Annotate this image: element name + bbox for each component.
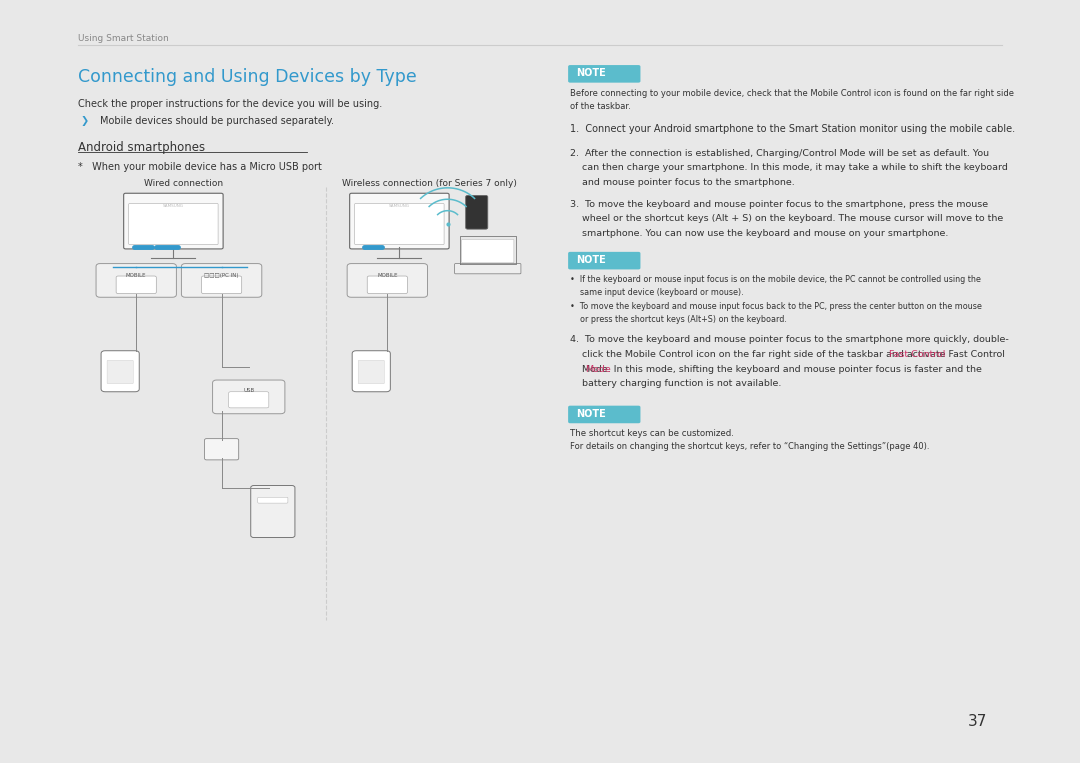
FancyBboxPatch shape [258,497,288,503]
FancyBboxPatch shape [367,276,407,294]
FancyBboxPatch shape [181,263,261,298]
Text: wheel or the shortcut keys (Alt + S) on the keyboard. The mouse cursor will move: wheel or the shortcut keys (Alt + S) on … [570,214,1003,224]
Text: MOBILE: MOBILE [377,273,397,278]
FancyBboxPatch shape [352,351,390,391]
Text: battery charging function is not available.: battery charging function is not availab… [570,379,782,388]
Text: The shortcut keys can be customized.: The shortcut keys can be customized. [570,429,734,438]
Text: or press the shortcut keys (Alt+S) on the keyboard.: or press the shortcut keys (Alt+S) on th… [570,315,787,324]
FancyBboxPatch shape [213,380,285,414]
FancyBboxPatch shape [568,252,640,269]
Text: NOTE: NOTE [576,255,606,265]
FancyBboxPatch shape [229,391,269,408]
FancyBboxPatch shape [354,204,444,244]
FancyBboxPatch shape [251,485,295,537]
Text: *   When your mobile device has a Micro USB port: * When your mobile device has a Micro US… [78,162,322,172]
Text: 3.  To move the keyboard and mouse pointer focus to the smartphone, press the mo: 3. To move the keyboard and mouse pointe… [570,200,988,209]
Text: and mouse pointer focus to the smartphone.: and mouse pointer focus to the smartphon… [570,178,795,187]
FancyBboxPatch shape [107,360,133,384]
FancyBboxPatch shape [204,439,239,460]
Text: Wireless connection (for Series 7 only): Wireless connection (for Series 7 only) [342,179,517,188]
Text: Check the proper instructions for the device you will be using.: Check the proper instructions for the de… [78,99,382,110]
FancyBboxPatch shape [129,204,218,244]
Text: smartphone. You can now use the keyboard and mouse on your smartphone.: smartphone. You can now use the keyboard… [570,229,948,238]
FancyBboxPatch shape [455,263,521,274]
Text: of the taskbar.: of the taskbar. [570,101,631,111]
FancyBboxPatch shape [102,351,139,391]
FancyBboxPatch shape [96,263,176,298]
FancyBboxPatch shape [347,263,428,298]
Text: Mode. In this mode, shifting the keyboard and mouse pointer focus is faster and : Mode. In this mode, shifting the keyboar… [570,365,982,374]
Text: □□□(PC IN): □□□(PC IN) [204,273,239,278]
Text: Wired connection: Wired connection [144,179,222,188]
Text: 1.  Connect your Android smartphone to the Smart Station monitor using the mobil: 1. Connect your Android smartphone to th… [570,124,1015,134]
FancyBboxPatch shape [465,195,488,229]
Text: MOBILE: MOBILE [126,273,147,278]
FancyBboxPatch shape [568,406,640,423]
Text: Mode: Mode [585,365,611,374]
Text: SAMSUNG: SAMSUNG [163,204,184,208]
FancyBboxPatch shape [117,276,157,294]
FancyBboxPatch shape [124,193,224,249]
FancyBboxPatch shape [461,240,514,262]
Text: For details on changing the shortcut keys, refer to “Changing the Settings”(page: For details on changing the shortcut key… [570,443,930,451]
Text: can then charge your smartphone. In this mode, it may take a while to shift the : can then charge your smartphone. In this… [570,163,1008,172]
Text: ❯: ❯ [81,116,90,127]
FancyBboxPatch shape [568,65,640,82]
FancyBboxPatch shape [350,193,449,249]
Text: Android smartphones: Android smartphones [78,141,205,154]
Text: same input device (keyboard or mouse).: same input device (keyboard or mouse). [570,288,744,298]
Text: 4.  To move the keyboard and mouse pointer focus to the smartphone more quickly,: 4. To move the keyboard and mouse pointe… [570,336,1009,344]
Text: Connecting and Using Devices by Type: Connecting and Using Devices by Type [78,68,417,86]
Text: USB: USB [243,388,254,393]
Text: NOTE: NOTE [576,409,606,419]
Text: Mobile devices should be purchased separately.: Mobile devices should be purchased separ… [100,116,334,127]
FancyBboxPatch shape [202,276,242,294]
Text: SAMSUNG: SAMSUNG [389,204,410,208]
Text: 37: 37 [968,714,987,729]
Text: •  If the keyboard or mouse input focus is on the mobile device, the PC cannot b: • If the keyboard or mouse input focus i… [570,275,981,285]
Text: Before connecting to your mobile device, check that the Mobile Control icon is f: Before connecting to your mobile device,… [570,89,1014,98]
Text: Using Smart Station: Using Smart Station [78,34,168,43]
Text: click the Mobile Control icon on the far right side of the taskbar and activate : click the Mobile Control icon on the far… [570,350,1005,359]
FancyBboxPatch shape [359,360,384,384]
Text: •  To move the keyboard and mouse input focus back to the PC, press the center b: • To move the keyboard and mouse input f… [570,301,982,311]
Text: 2.  After the connection is established, Charging/Control Mode will be set as de: 2. After the connection is established, … [570,149,989,158]
Text: NOTE: NOTE [576,68,606,78]
Text: Fast Control: Fast Control [889,350,945,359]
